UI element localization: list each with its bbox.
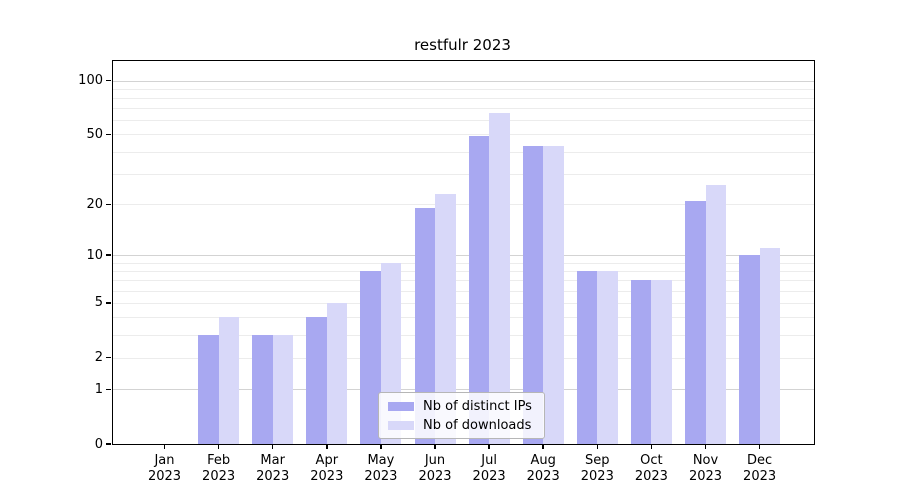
bar-ips-jul [468, 136, 490, 444]
bar-ips-oct [630, 280, 652, 444]
bar-downloads-jul [489, 112, 510, 444]
bar-ips-feb [198, 334, 219, 444]
x-tick-mark [488, 444, 490, 449]
y-tick-mark [106, 254, 111, 256]
x-tick-label-may: May 2023 [364, 453, 398, 484]
bar-ips-dec [739, 255, 760, 444]
x-tick-mark [650, 444, 653, 449]
legend-label-downloads: Nb of downloads [423, 417, 532, 433]
x-tick-mark [704, 444, 707, 449]
gridline-minor [113, 120, 814, 122]
bar-ips-jun [414, 208, 435, 444]
gridline-major [113, 389, 814, 391]
bar-ips-nov [685, 200, 706, 444]
x-tick-mark [326, 444, 328, 449]
x-tick-label-oct: Oct 2023 [634, 453, 668, 484]
x-tick-mark [271, 444, 274, 449]
gridline-minor [113, 334, 814, 336]
y-tick-mark [106, 356, 111, 359]
x-tick-label-feb: Feb 2023 [202, 453, 236, 484]
gridline-minor [113, 290, 814, 292]
legend-label-distinct-ips: Nb of distinct IPs [423, 398, 532, 414]
x-tick-mark [542, 444, 544, 449]
gridline-minor [113, 134, 814, 136]
x-tick-label-aug: Aug 2023 [526, 453, 560, 484]
y-tick-label: 5 [94, 295, 103, 311]
gridline-minor [113, 108, 814, 110]
x-tick-mark [596, 444, 599, 449]
gridline-major [113, 80, 814, 82]
x-tick-label-jan: Jan 2023 [147, 453, 182, 484]
legend-entry-distinct-ips: Nb of distinct IPs [388, 398, 532, 414]
legend-swatch-distinct-ips [388, 401, 414, 411]
y-tick-label: 1 [94, 381, 103, 397]
y-tick-label: 2 [94, 350, 103, 365]
gridline-minor [113, 357, 814, 359]
y-tick-mark [106, 302, 111, 304]
x-tick-label-sep: Sep 2023 [580, 453, 614, 484]
y-tick-mark [106, 79, 111, 82]
gridline-major [113, 255, 814, 257]
bar-downloads-feb [218, 317, 240, 444]
y-tick-label: 100 [78, 73, 103, 89]
x-tick-mark [380, 444, 382, 449]
gridline-minor [113, 302, 814, 304]
x-tick-label-jun: Jun 2023 [418, 453, 452, 484]
y-tick-mark [106, 133, 111, 136]
plot-area: 0 1 2 5 10 20 50 100 Jan 2023 Feb 2023 Mar 2023 Apr… [78, 60, 815, 484]
gridline-minor [113, 317, 814, 319]
y-tick-mark [106, 203, 111, 205]
chart-title: restfulr 2023 [414, 36, 511, 54]
y-tick-mark [106, 443, 111, 445]
gridline-minor [113, 173, 814, 175]
gridline-minor [113, 204, 814, 206]
bar-downloads-aug [543, 146, 564, 444]
gridline-minor [113, 271, 814, 272]
y-tick-label: 50 [86, 126, 103, 142]
gridline-minor [113, 262, 814, 264]
bar-ips-aug [522, 146, 544, 444]
x-tick-label-dec: Dec 2023 [743, 453, 777, 484]
x-tick-mark [758, 444, 761, 449]
legend: Nb of distinct IPs Nb of downloads [378, 392, 545, 439]
x-tick-label-mar: Mar 2023 [256, 453, 290, 484]
x-tick-label-apr: Apr 2023 [310, 453, 344, 484]
y-tick-label: 20 [86, 196, 103, 212]
y-tick-mark [106, 388, 111, 391]
bar-downloads-dec [759, 248, 781, 444]
gridline-minor [113, 98, 814, 99]
gridline-minor [113, 280, 814, 282]
gridline-minor [113, 88, 814, 90]
x-tick-label-jul: Jul 2023 [472, 453, 506, 484]
bar-downloads-oct [651, 280, 672, 444]
legend-entry-downloads: Nb of downloads [388, 417, 532, 433]
gridline-minor [113, 151, 814, 153]
bar-downloads-mar [272, 334, 294, 444]
y-tick-label: 10 [86, 247, 103, 263]
bar-downloads-sep [597, 271, 618, 444]
bar-ips-sep [576, 271, 598, 444]
x-tick-label-nov: Nov 2023 [688, 453, 723, 484]
legend-swatch-downloads [388, 420, 414, 430]
bar-downloads-nov [705, 184, 726, 444]
bar-ips-apr [306, 317, 327, 444]
x-tick-mark [217, 444, 220, 449]
bar-downloads-jun [435, 193, 456, 444]
bar-downloads-apr [326, 302, 348, 444]
x-tick-mark [434, 444, 436, 449]
x-tick-mark [163, 444, 166, 449]
bar-ips-may [360, 271, 381, 444]
y-tick-label: 0 [94, 436, 103, 452]
bar-ips-mar [252, 334, 273, 444]
